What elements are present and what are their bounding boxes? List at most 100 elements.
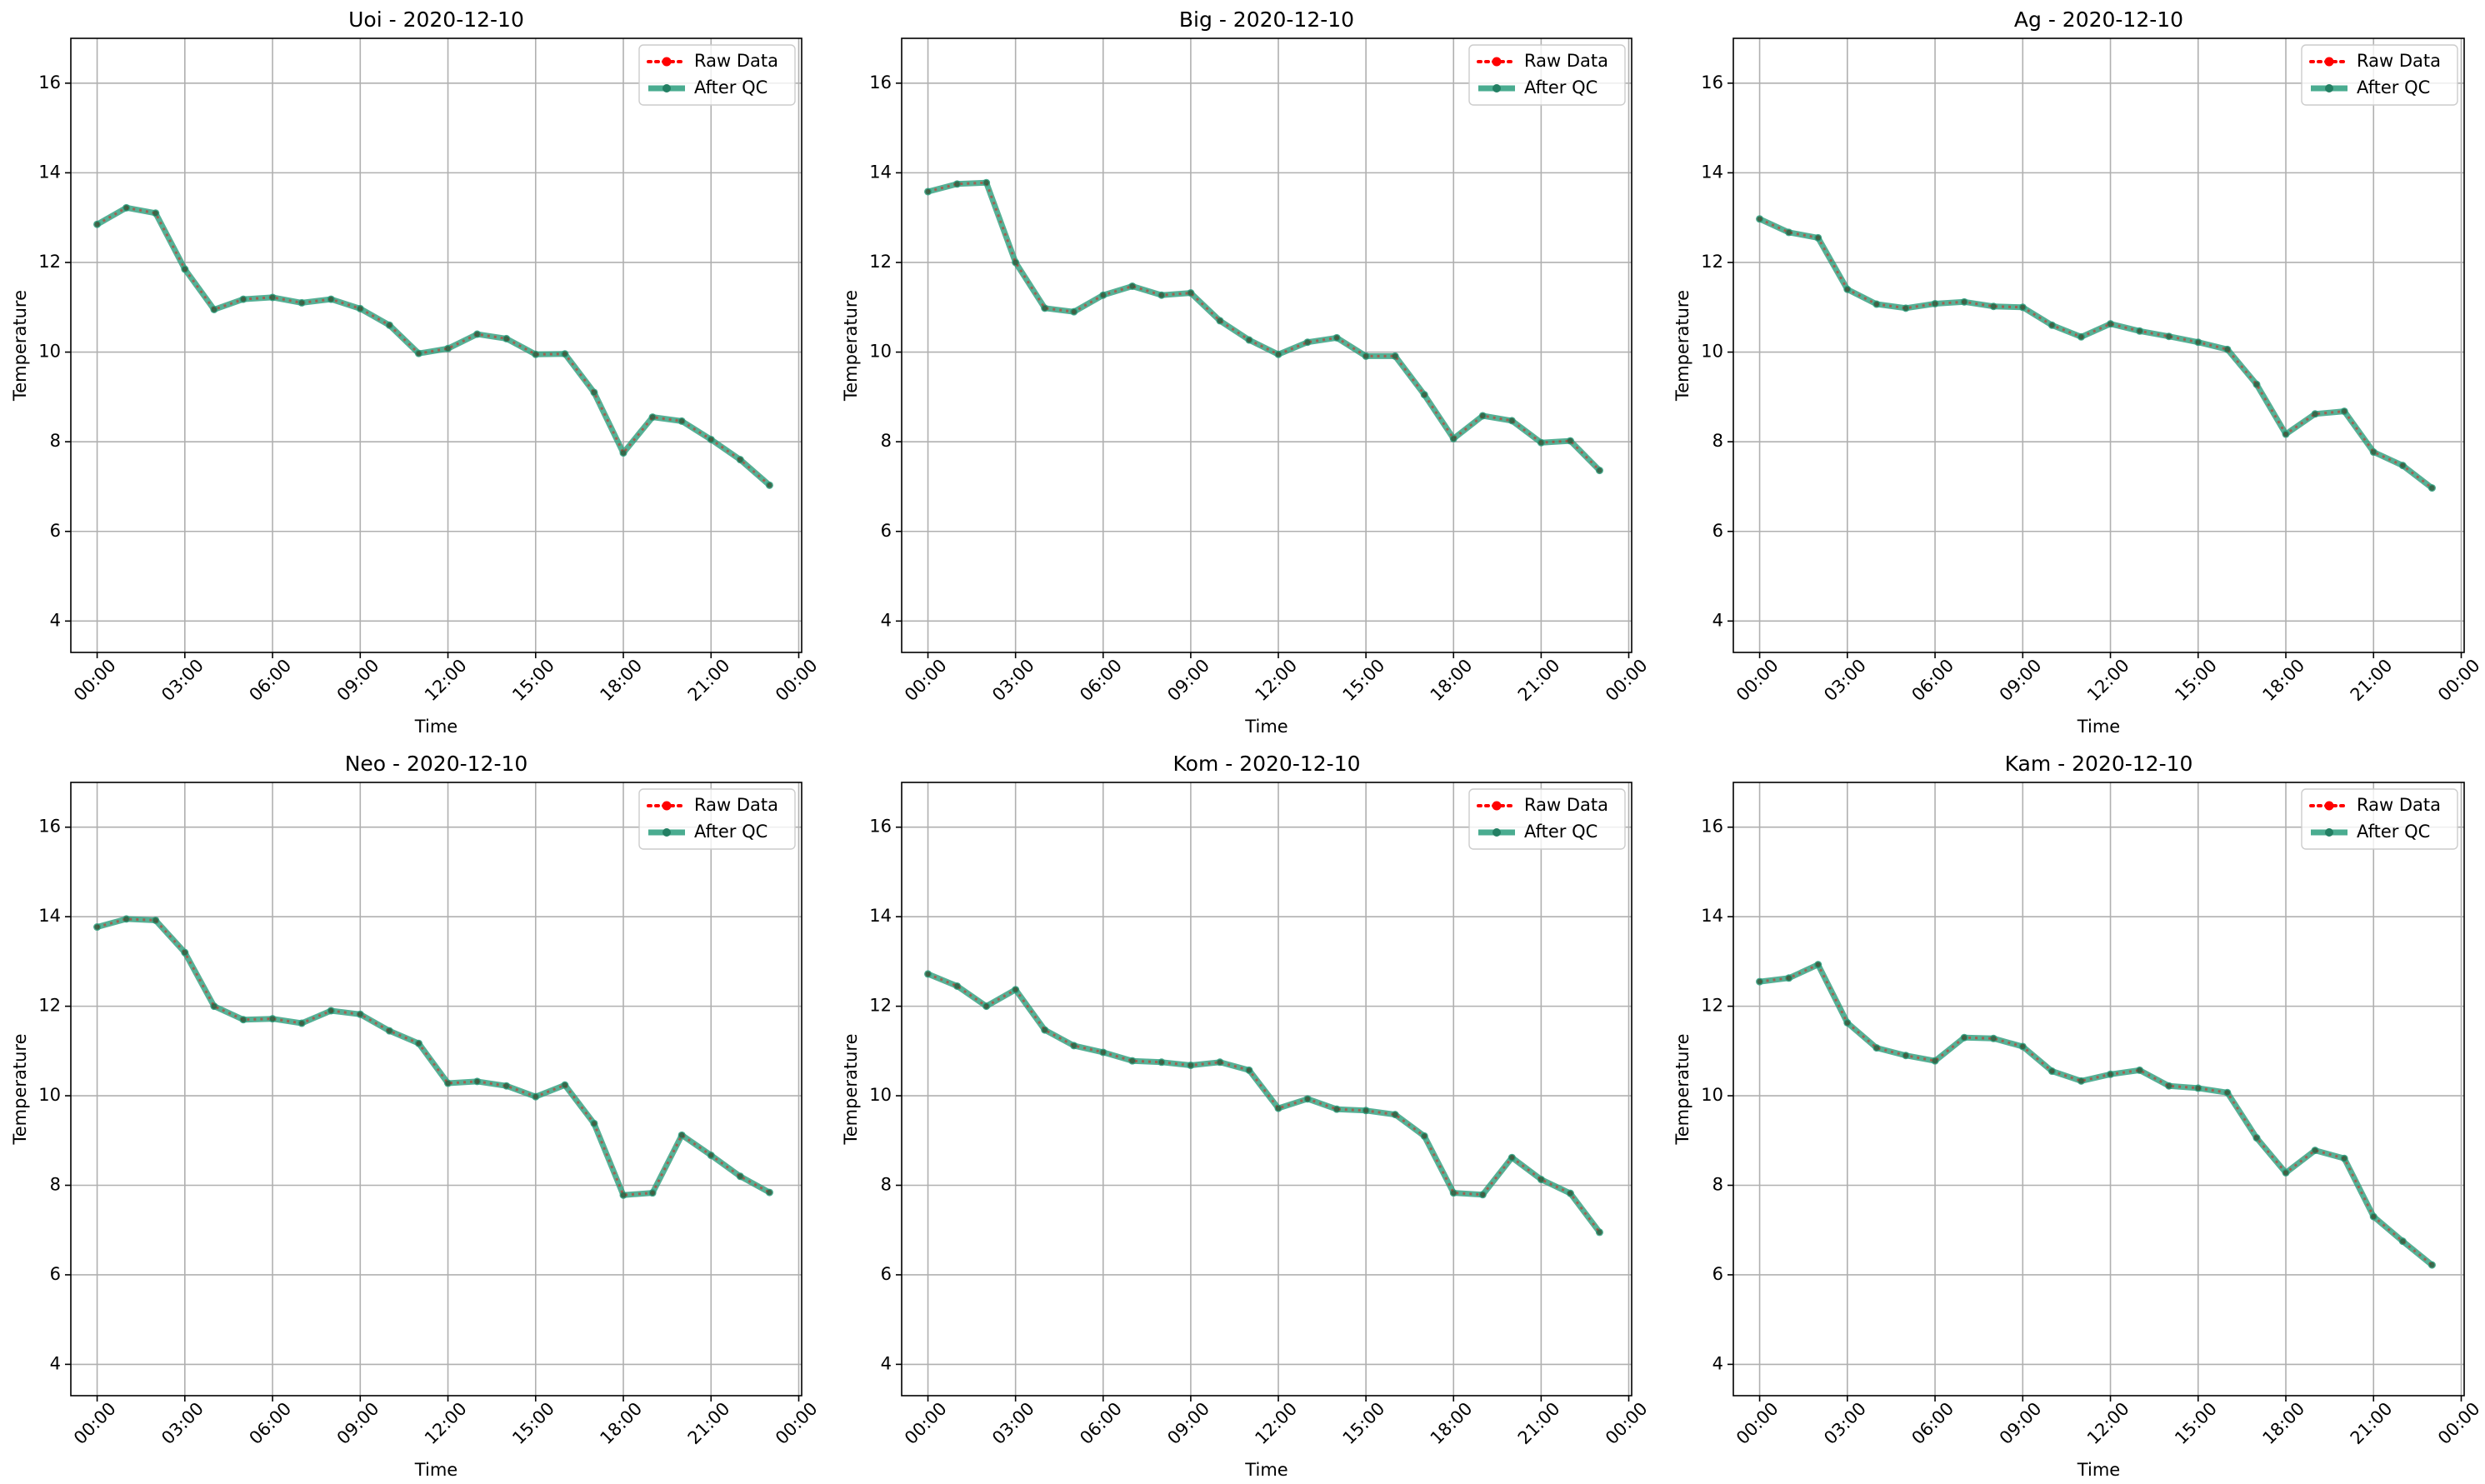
raw-data-point xyxy=(738,457,743,462)
raw-data-point xyxy=(1873,301,1880,307)
raw-data-point xyxy=(358,306,363,312)
legend-raw-data-marker xyxy=(2324,57,2334,67)
panel-title: Kom - 2020-12-10 xyxy=(1173,752,1361,776)
x-tick-label: 21:00 xyxy=(2347,655,2397,705)
raw-data-point xyxy=(649,414,656,420)
raw-data-point xyxy=(123,916,129,922)
raw-data-line xyxy=(927,972,1601,1233)
legend-after-qc-marker xyxy=(2325,84,2333,92)
raw-data-point xyxy=(1757,978,1762,985)
x-tick-label: 00:00 xyxy=(1602,1398,1652,1448)
y-tick-label: 4 xyxy=(50,610,61,630)
raw-data-point xyxy=(2400,462,2406,468)
raw-data-point xyxy=(211,307,218,312)
raw-data-point xyxy=(1597,467,1602,473)
x-tick-label: 03:00 xyxy=(988,1398,1038,1448)
raw-data-point xyxy=(1961,299,1968,305)
raw-data-point xyxy=(678,418,685,424)
x-axis-label: Time xyxy=(414,1460,458,1480)
raw-data-point xyxy=(591,389,598,396)
panel-title: Ag - 2020-12-10 xyxy=(2014,7,2183,32)
x-tick-label: 21:00 xyxy=(1514,655,1564,705)
raw-data-point xyxy=(1246,337,1252,343)
x-tick-label: 21:00 xyxy=(1514,1398,1564,1448)
after-qc-series xyxy=(924,970,1603,1237)
raw-data-point xyxy=(1158,1059,1165,1065)
x-axis-label: Time xyxy=(2077,717,2120,737)
x-tick-label: 21:00 xyxy=(2347,1398,2397,1448)
raw-data-point xyxy=(1129,283,1136,289)
raw-data-point xyxy=(738,1173,743,1179)
raw-data-point xyxy=(328,296,334,302)
raw-data-point xyxy=(1538,440,1544,446)
raw-data-point xyxy=(2166,333,2172,339)
y-axis-label: Temperature xyxy=(841,290,861,402)
raw-data-point xyxy=(1246,1067,1252,1073)
y-tick-label: 16 xyxy=(1701,817,1723,837)
raw-data-point xyxy=(1100,1049,1106,1056)
raw-data-point xyxy=(2195,339,2201,345)
x-tick-label: 00:00 xyxy=(70,655,120,705)
y-tick-label: 4 xyxy=(1712,1353,1723,1373)
raw-data-line xyxy=(96,206,771,487)
x-axis-label: Time xyxy=(414,717,458,737)
x-tick-label: 12:00 xyxy=(421,655,471,705)
legend-after-qc-label: After QC xyxy=(2357,77,2430,97)
raw-data-point xyxy=(152,210,158,217)
x-tick-label: 06:00 xyxy=(245,655,295,705)
legend-raw-data-label: Raw Data xyxy=(694,795,778,815)
x-tick-label: 06:00 xyxy=(1076,1398,1126,1448)
after-qc-line xyxy=(1759,962,2434,1267)
raw-data-point xyxy=(2341,408,2348,414)
y-tick-label: 8 xyxy=(881,431,892,451)
raw-data-point xyxy=(1362,353,1369,359)
raw-data-point xyxy=(1451,1190,1457,1196)
raw-data-point xyxy=(1932,1057,1938,1064)
x-tick-label: 00:00 xyxy=(2434,1398,2484,1448)
y-tick-label: 6 xyxy=(881,521,892,541)
x-tick-label: 09:00 xyxy=(1163,1398,1213,1448)
raw-data-point xyxy=(503,336,509,342)
raw-data-point xyxy=(182,949,188,956)
raw-data-point xyxy=(2166,1083,2172,1089)
raw-data-point xyxy=(1158,292,1165,298)
legend-after-qc-label: After QC xyxy=(1524,822,1598,842)
raw-data-point xyxy=(1961,1035,1968,1041)
raw-data-point xyxy=(678,1132,685,1138)
x-tick-label: 21:00 xyxy=(684,1398,734,1448)
after-qc-series xyxy=(1756,215,2436,492)
raw-data-series xyxy=(1757,962,2435,1268)
raw-data-point xyxy=(1304,1096,1311,1102)
panel-5: 00:00 03:00 06:00 09:00 12:00 15:00 18:00 21:00… xyxy=(841,752,1652,1480)
raw-data-point xyxy=(620,450,627,456)
legend-raw-data-label: Raw Data xyxy=(1524,51,1608,71)
after-qc-series xyxy=(924,178,1603,475)
raw-data-point xyxy=(1042,305,1048,312)
raw-data-point xyxy=(532,352,538,357)
raw-data-point xyxy=(1480,412,1486,419)
after-qc-line xyxy=(927,971,1602,1235)
raw-data-point xyxy=(708,1152,714,1158)
raw-data-point xyxy=(1042,1027,1048,1033)
x-tick-label: 12:00 xyxy=(2083,655,2133,705)
y-tick-label: 10 xyxy=(38,342,61,362)
raw-data-point xyxy=(2253,382,2260,387)
raw-data-point xyxy=(387,322,392,328)
raw-data-point xyxy=(1991,303,1997,309)
raw-data-point xyxy=(2224,347,2231,352)
y-axis-label: Temperature xyxy=(1672,1033,1692,1145)
x-tick-label: 09:00 xyxy=(333,1398,383,1448)
raw-data-point xyxy=(1568,437,1573,444)
x-tick-label: 03:00 xyxy=(1820,655,1870,705)
raw-data-point xyxy=(954,181,960,187)
raw-data-point xyxy=(1217,1059,1223,1065)
raw-data-point xyxy=(387,1027,392,1034)
axes-frame xyxy=(1732,782,2465,1397)
axes-frame xyxy=(901,37,1632,653)
raw-data-point xyxy=(1873,1045,1880,1051)
after-qc-line xyxy=(96,916,772,1198)
raw-data-point xyxy=(1012,259,1018,266)
x-tick-label: 15:00 xyxy=(2171,1398,2221,1448)
x-tick-label: 03:00 xyxy=(158,655,208,705)
